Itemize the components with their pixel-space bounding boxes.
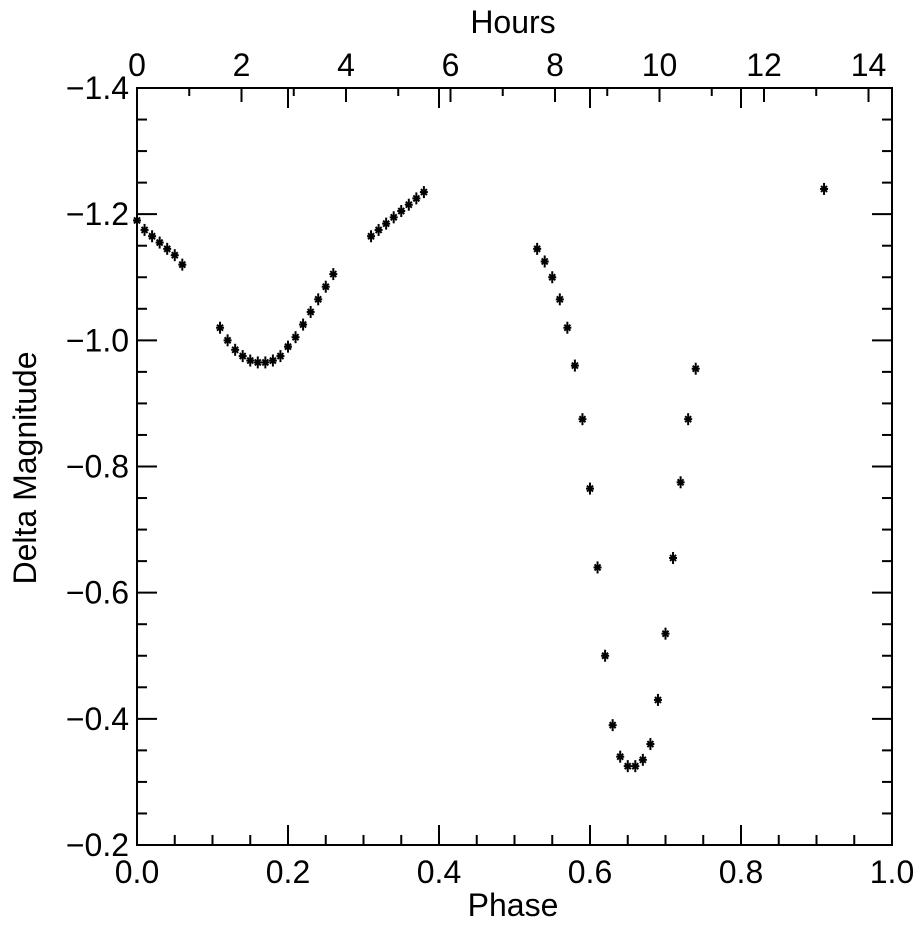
data-point xyxy=(684,413,693,426)
data-point xyxy=(374,223,383,236)
hours-tick-label: 8 xyxy=(546,47,564,83)
data-point xyxy=(570,359,579,372)
hours-tick-label: 4 xyxy=(337,47,355,83)
x-tick-label: 0.8 xyxy=(719,854,763,890)
data-point xyxy=(646,738,655,751)
data-point xyxy=(548,271,557,284)
hours-axis-label: Hours xyxy=(470,4,555,40)
data-point xyxy=(397,205,406,218)
x-tick-label: 0.4 xyxy=(417,854,461,890)
y-tick-label: −0.2 xyxy=(66,827,129,863)
y-axis-ticks: −0.2 −0.4 −0.6 −0.8 −1.0 −1.2 −1.4 xyxy=(66,70,892,863)
data-point xyxy=(563,321,572,334)
x-tick-label: 1.0 xyxy=(870,854,914,890)
data-point xyxy=(586,482,594,495)
data-point xyxy=(178,258,187,271)
data-point xyxy=(820,182,829,195)
data-point xyxy=(623,760,632,773)
y-axis-label: Delta Magnitude xyxy=(7,351,43,584)
y-tick-label: −0.4 xyxy=(66,701,129,737)
data-point xyxy=(593,561,602,574)
x-tick-label: 0.0 xyxy=(115,854,159,890)
data-point xyxy=(268,354,277,367)
data-point xyxy=(216,321,225,334)
data-point xyxy=(148,230,157,243)
data-point xyxy=(653,693,662,706)
y-tick-label: −0.6 xyxy=(66,575,129,611)
data-point xyxy=(253,356,262,369)
hours-axis-ticks: 0 2 4 6 8 10 12 14 xyxy=(128,47,886,102)
x-axis-label: Phase xyxy=(468,887,559,923)
data-point xyxy=(306,305,315,318)
data-point xyxy=(163,242,172,255)
data-point xyxy=(631,760,640,773)
data-point xyxy=(608,719,617,732)
data-point xyxy=(578,413,587,426)
y-tick-label: −1.0 xyxy=(66,322,129,358)
y-tick-label: −1.2 xyxy=(66,196,129,232)
data-point xyxy=(616,750,625,763)
data-point xyxy=(389,211,398,224)
data-point xyxy=(638,753,647,766)
data-point xyxy=(231,343,240,356)
data-point xyxy=(276,350,285,363)
data-point xyxy=(661,627,670,640)
x-tick-label: 0.6 xyxy=(568,854,612,890)
data-point xyxy=(367,230,376,243)
plot-border xyxy=(136,87,893,846)
hours-tick-label: 2 xyxy=(233,47,251,83)
data-point xyxy=(140,223,149,236)
x-tick-label: 0.2 xyxy=(266,854,310,890)
data-point xyxy=(299,318,308,331)
data-point xyxy=(669,551,678,564)
data-point xyxy=(261,356,270,369)
data-point xyxy=(246,354,255,367)
hours-tick-label: 0 xyxy=(128,47,146,83)
data-point xyxy=(601,649,610,662)
data-point xyxy=(284,340,292,353)
hours-tick-label: 14 xyxy=(851,47,887,83)
data-point xyxy=(291,331,300,344)
data-point xyxy=(533,242,542,255)
data-point xyxy=(691,362,700,375)
data-point xyxy=(419,186,428,199)
data-point xyxy=(382,217,391,230)
data-point xyxy=(170,249,179,262)
data-point xyxy=(540,255,549,268)
hours-tick-label: 10 xyxy=(642,47,678,83)
data-point xyxy=(404,198,413,211)
data-point xyxy=(133,214,141,227)
data-point xyxy=(321,280,330,293)
hours-tick-label: 6 xyxy=(442,47,460,83)
data-point xyxy=(676,476,685,489)
y-tick-label: −1.4 xyxy=(66,70,129,106)
data-points xyxy=(133,182,829,773)
plot-frame xyxy=(136,87,893,846)
data-point xyxy=(238,350,247,363)
data-point xyxy=(314,293,323,306)
y-tick-label: −0.8 xyxy=(66,449,129,485)
data-point xyxy=(223,334,232,347)
x-axis-ticks: 0.0 0.2 0.4 0.6 0.8 1.0 xyxy=(115,88,914,890)
hours-tick-label: 12 xyxy=(746,47,782,83)
data-point xyxy=(555,293,564,306)
data-point xyxy=(329,268,338,281)
data-point xyxy=(155,236,164,249)
data-point xyxy=(412,192,421,205)
